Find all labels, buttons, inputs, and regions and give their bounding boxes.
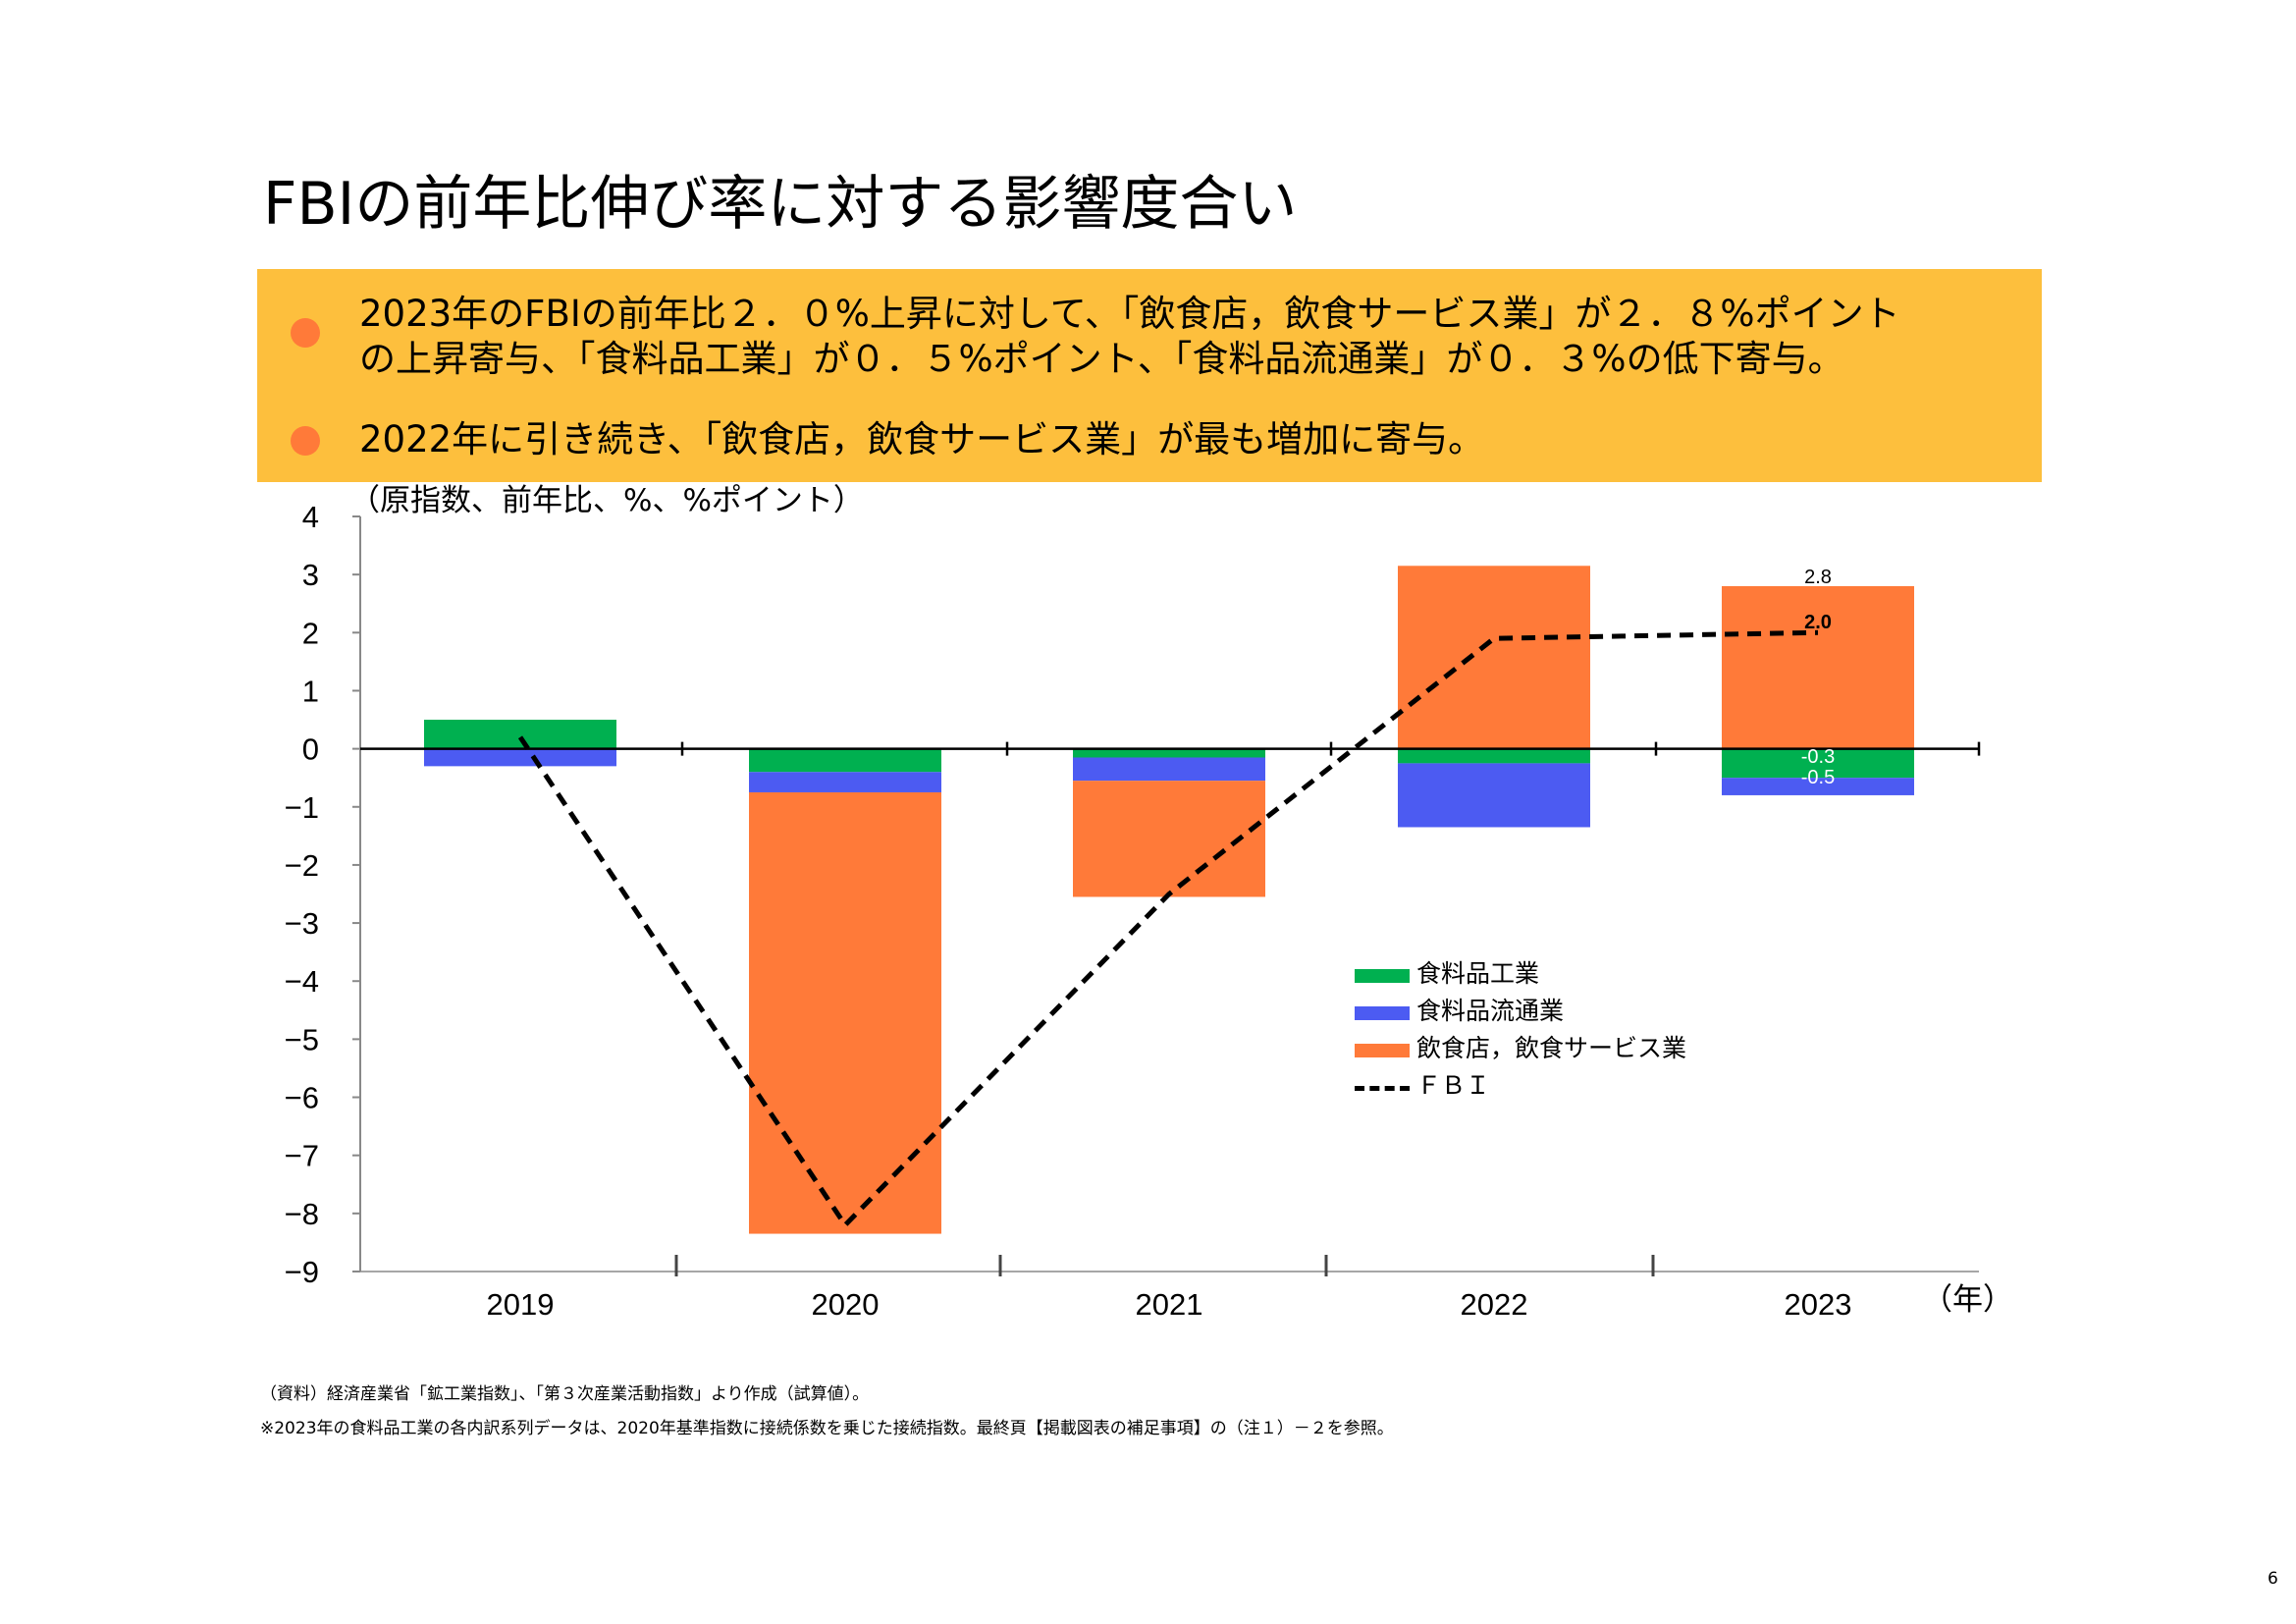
y-tick-label: −8 [285, 1197, 319, 1231]
y-tick-label: 4 [302, 500, 319, 534]
y-tick-label: −3 [285, 906, 319, 941]
data-label-fbi: 2.0 [1804, 612, 1832, 633]
summary-bullet-1-line-2: の上昇寄与、「食料品工業」が０．５%ポイント、「食料品流通業」が０．３%の低下寄… [359, 338, 1844, 380]
y-tick-label: −4 [285, 964, 319, 999]
bar-segment [1722, 778, 1914, 795]
x-category-label: 2023 [1785, 1287, 1852, 1322]
footnote-note: ※2023年の食料品工業の各内訳系列データは、2020年基準指数に接続係数を乗じ… [260, 1419, 1394, 1438]
summary-box: 2023年のFBIの前年比２．０%上昇に対して、「飲食店，飲食サービス業」が２．… [257, 269, 2042, 482]
legend-label: ＦＢＩ [1416, 1071, 1491, 1100]
bar-segment [1398, 566, 1590, 749]
bar-segment [424, 748, 616, 767]
data-label-manufacturing: -0.5 [1801, 767, 1835, 788]
legend-swatch-green [1355, 969, 1410, 983]
y-axis-unit-label: （原指数、前年比、%、%ポイント） [349, 483, 864, 518]
bar-segment [424, 720, 616, 749]
y-tick-label: −6 [285, 1081, 319, 1115]
page-number: 6 [2268, 1569, 2278, 1589]
summary-bullet-1-line-1: 2023年のFBIの前年比２．０%上昇に対して、「飲食店，飲食サービス業」が２．… [359, 293, 1900, 335]
bar-segment [1073, 757, 1265, 782]
y-tick-label: 0 [302, 732, 319, 767]
summary-bullet-2-line-1: 2022年に引き続き、「飲食店，飲食サービス業」が最も増加に寄与。 [359, 418, 1485, 460]
bar-segment [1398, 763, 1590, 828]
bar-segment [749, 772, 941, 792]
x-category-label: 2020 [812, 1287, 880, 1322]
bar-segment [1073, 748, 1265, 758]
y-tick-label: −5 [285, 1022, 319, 1056]
bullet-dot-icon [291, 318, 320, 348]
page-title: FBIの前年比伸び率に対する影響度合い [263, 170, 1298, 239]
legend-label: 食料品工業 [1416, 959, 1540, 988]
bar-segment [749, 748, 941, 773]
legend-dashed-line [1355, 1086, 1410, 1091]
legend-swatch-blue [1355, 1006, 1410, 1020]
y-tick-label: −2 [285, 848, 319, 883]
fbi-line [517, 629, 1819, 1229]
legend-label: 飲食店，飲食サービス業 [1416, 1034, 1687, 1062]
bar-segment [1722, 748, 1914, 779]
x-axis-unit-label: （年） [1922, 1282, 2013, 1318]
x-category-label: 2021 [1136, 1287, 1203, 1322]
footnote-source: （資料）経済産業省「鉱工業指数」、「第３次産業活動指数」より作成（試算値）。 [260, 1384, 870, 1404]
y-tick-label: −9 [285, 1255, 319, 1289]
bar-segment [1398, 748, 1590, 764]
bar-segment [1722, 585, 1914, 749]
y-tick-label: −1 [285, 790, 319, 825]
y-tick-label: −7 [285, 1139, 319, 1173]
y-tick-label: 2 [302, 616, 319, 650]
legend-swatch-orange [1355, 1044, 1410, 1057]
legend-label: 食料品流通業 [1416, 997, 1565, 1025]
data-label-distribution: -0.3 [1801, 746, 1835, 768]
y-tick-label: 3 [302, 558, 319, 592]
bullet-dot-icon [291, 426, 320, 456]
x-category-label: 2022 [1461, 1287, 1528, 1322]
bar-segment [1073, 781, 1265, 897]
x-category-label: 2019 [487, 1287, 555, 1322]
bar-segment [749, 791, 941, 1234]
data-label-restaurants: 2.8 [1804, 567, 1832, 588]
y-tick-label: 1 [302, 674, 319, 708]
